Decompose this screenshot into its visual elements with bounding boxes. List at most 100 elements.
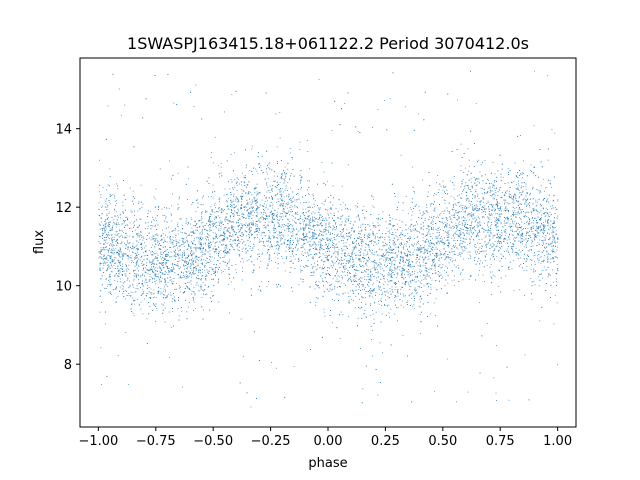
scatter-point (121, 243, 123, 245)
scatter-point (378, 254, 380, 256)
scatter-point (106, 246, 107, 248)
scatter-point (446, 257, 447, 259)
scatter-point (487, 202, 489, 203)
scatter-point (157, 293, 159, 295)
scatter-point (459, 243, 461, 245)
scatter-point (129, 250, 130, 252)
scatter-point (198, 269, 200, 270)
scatter-point (106, 213, 108, 215)
scatter-point (474, 250, 476, 252)
scatter-point (216, 225, 218, 227)
scatter-point (516, 226, 518, 228)
scatter-point (224, 236, 226, 237)
scatter-point (177, 247, 178, 249)
scatter-point (230, 235, 232, 237)
scatter-point (305, 226, 306, 228)
scatter-point (210, 260, 211, 262)
scatter-point (458, 212, 459, 214)
scatter-point (214, 136, 216, 138)
scatter-point (359, 252, 361, 254)
scatter-point (460, 143, 462, 145)
scatter-point (500, 213, 502, 215)
scatter-point (307, 253, 309, 255)
scatter-point (225, 237, 227, 238)
scatter-point (137, 251, 139, 253)
scatter-point (378, 217, 380, 219)
scatter-point (292, 290, 293, 292)
scatter-point (367, 236, 369, 238)
scatter-point (294, 258, 296, 260)
scatter-point (515, 224, 517, 226)
scatter-point (224, 218, 226, 220)
scatter-point (157, 254, 159, 256)
scatter-point (100, 197, 102, 198)
scatter-point (423, 246, 424, 248)
scatter-point (427, 191, 429, 193)
scatter-point (175, 236, 177, 238)
scatter-point (272, 190, 273, 192)
scatter-point (309, 220, 311, 221)
scatter-point (305, 236, 307, 237)
scatter-point (187, 255, 189, 257)
scatter-point (205, 260, 207, 261)
scatter-point (362, 209, 364, 211)
scatter-point (477, 208, 478, 209)
scatter-point (325, 237, 327, 239)
scatter-point (499, 234, 501, 235)
scatter-point (360, 248, 362, 250)
scatter-point (194, 257, 196, 259)
scatter-point (345, 235, 347, 237)
scatter-point (557, 246, 559, 248)
scatter-point (182, 241, 184, 243)
scatter-point (170, 242, 172, 244)
scatter-point (555, 234, 557, 235)
scatter-point (179, 276, 181, 277)
scatter-point (105, 279, 107, 280)
scatter-point (111, 250, 113, 252)
scatter-point (332, 278, 334, 280)
scatter-point (461, 247, 463, 249)
scatter-point (152, 238, 154, 239)
scatter-point (308, 194, 310, 195)
scatter-point (110, 195, 112, 196)
scatter-point (494, 173, 496, 175)
scatter-point (373, 289, 375, 291)
scatter-point (127, 242, 129, 244)
scatter-point (347, 316, 349, 318)
scatter-point (183, 253, 185, 255)
scatter-point (465, 185, 467, 186)
scatter-point (391, 228, 393, 230)
scatter-point (126, 224, 128, 226)
scatter-point (401, 300, 403, 302)
scatter-point (103, 239, 105, 241)
scatter-point (319, 249, 321, 251)
scatter-point (201, 230, 203, 232)
scatter-point (210, 244, 212, 246)
scatter-point (232, 226, 233, 228)
scatter-point (280, 193, 282, 195)
scatter-point (389, 288, 391, 289)
scatter-point (521, 241, 523, 243)
scatter-point (224, 233, 226, 235)
scatter-point (476, 206, 478, 207)
scatter-point (205, 211, 206, 213)
scatter-point (224, 269, 226, 271)
scatter-point (520, 251, 522, 253)
scatter-point (397, 274, 399, 276)
scatter-point (410, 207, 411, 209)
scatter-point (414, 281, 416, 283)
scatter-point (169, 238, 171, 239)
scatter-point (503, 256, 504, 257)
scatter-point (215, 270, 217, 272)
scatter-point (200, 248, 202, 249)
scatter-point (328, 244, 329, 246)
scatter-point (266, 191, 268, 193)
scatter-point (311, 220, 313, 222)
scatter-point (364, 287, 366, 288)
scatter-point (107, 205, 109, 207)
scatter-point (213, 238, 214, 240)
scatter-point (531, 222, 533, 224)
scatter-point (459, 244, 460, 246)
scatter-point (131, 248, 132, 250)
